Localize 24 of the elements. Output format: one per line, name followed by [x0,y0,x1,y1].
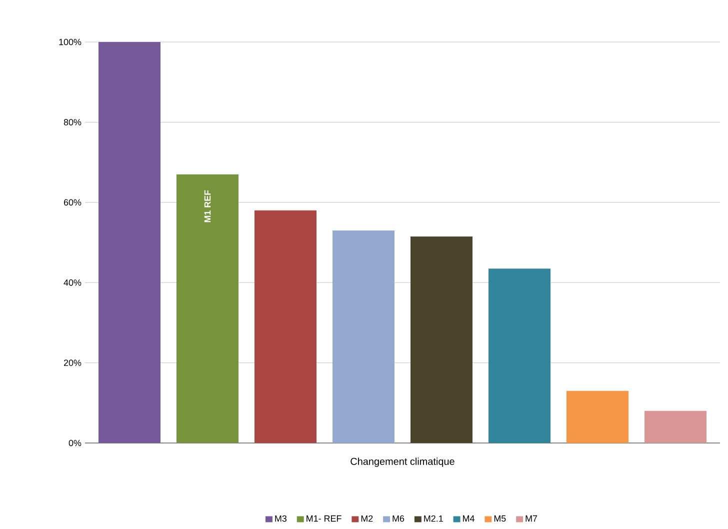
bar [254,210,316,443]
legend-label: M2 [361,515,373,522]
y-tick-label: 60% [64,199,82,206]
legend-label: M5 [494,515,506,522]
bar [410,236,473,443]
bar [176,174,238,443]
x-axis-title: Changement climatique [350,458,454,467]
bar [98,42,160,443]
legend-label: M3 [275,515,287,522]
legend-label: M7 [526,515,538,522]
y-tick-label: 80% [64,119,82,126]
y-tick-label: 20% [64,360,82,366]
legend-label: M2.1 [424,515,443,522]
bar [488,268,551,443]
y-tick-label: 0% [68,440,82,446]
y-tick-label: 40% [64,279,82,286]
y-tick-label: 100% [59,38,82,46]
legend-label: M1- REF [306,515,342,522]
bar [332,230,394,443]
bar [644,410,707,443]
legend-label: M6 [392,515,404,522]
annotation: M1 REF [204,190,211,222]
legend-label: M4 [463,515,474,522]
bar [566,390,629,443]
